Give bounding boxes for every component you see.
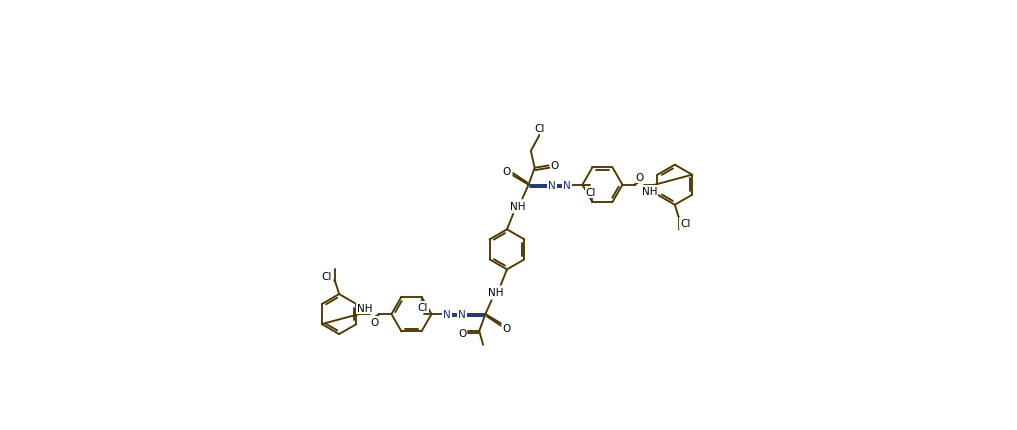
Text: N: N xyxy=(443,309,451,319)
Text: O: O xyxy=(370,317,378,327)
Text: Cl: Cl xyxy=(586,187,596,197)
Text: NH: NH xyxy=(642,187,657,197)
Text: O: O xyxy=(502,166,512,176)
Text: N: N xyxy=(459,309,466,319)
Text: NH: NH xyxy=(357,303,372,313)
Text: Cl: Cl xyxy=(418,302,428,312)
Text: N: N xyxy=(563,180,571,190)
Text: O: O xyxy=(550,161,558,171)
Text: NH: NH xyxy=(510,202,526,212)
Text: Cl: Cl xyxy=(321,271,332,281)
Text: N: N xyxy=(548,180,555,190)
Text: O: O xyxy=(502,323,512,333)
Text: NH: NH xyxy=(488,288,504,298)
Text: Cl: Cl xyxy=(534,123,544,133)
Text: Cl: Cl xyxy=(680,219,691,229)
Text: O: O xyxy=(636,172,644,183)
Text: O: O xyxy=(459,329,467,338)
